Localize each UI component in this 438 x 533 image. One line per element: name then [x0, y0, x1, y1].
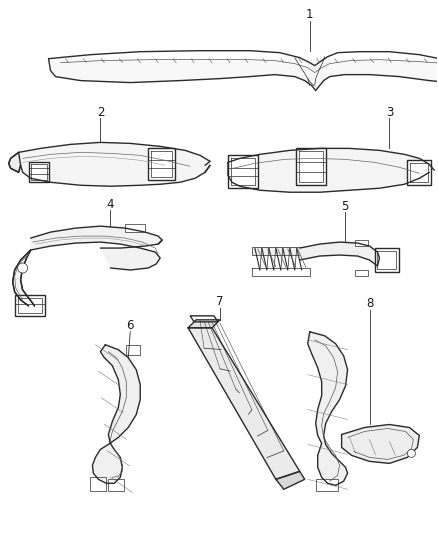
Text: 8: 8 [366, 297, 373, 310]
Text: 1: 1 [306, 9, 314, 21]
Polygon shape [355, 270, 367, 276]
Polygon shape [49, 59, 438, 91]
Polygon shape [108, 479, 124, 491]
Polygon shape [190, 316, 218, 322]
Polygon shape [276, 471, 305, 489]
Polygon shape [9, 152, 21, 172]
Text: 6: 6 [127, 319, 134, 332]
Polygon shape [374, 248, 399, 272]
Circle shape [18, 263, 28, 273]
Polygon shape [355, 240, 367, 246]
Polygon shape [300, 242, 379, 266]
Polygon shape [228, 155, 258, 188]
Polygon shape [342, 424, 419, 463]
Polygon shape [188, 328, 300, 479]
Text: 7: 7 [216, 295, 224, 309]
Polygon shape [296, 148, 326, 185]
Polygon shape [126, 345, 140, 355]
Text: 3: 3 [386, 106, 393, 119]
Polygon shape [407, 160, 431, 185]
Polygon shape [188, 320, 220, 328]
Polygon shape [228, 148, 434, 192]
Polygon shape [13, 250, 35, 306]
Polygon shape [92, 345, 140, 483]
Text: 5: 5 [341, 200, 348, 213]
Polygon shape [28, 163, 49, 182]
Text: 2: 2 [97, 106, 104, 119]
Polygon shape [252, 247, 310, 255]
Polygon shape [316, 479, 338, 491]
Polygon shape [125, 224, 145, 232]
Polygon shape [308, 332, 348, 486]
Polygon shape [19, 142, 210, 186]
Polygon shape [31, 226, 162, 270]
Polygon shape [90, 478, 106, 491]
Polygon shape [14, 295, 45, 316]
Circle shape [407, 449, 415, 457]
Text: 4: 4 [106, 198, 114, 211]
Polygon shape [148, 148, 175, 180]
